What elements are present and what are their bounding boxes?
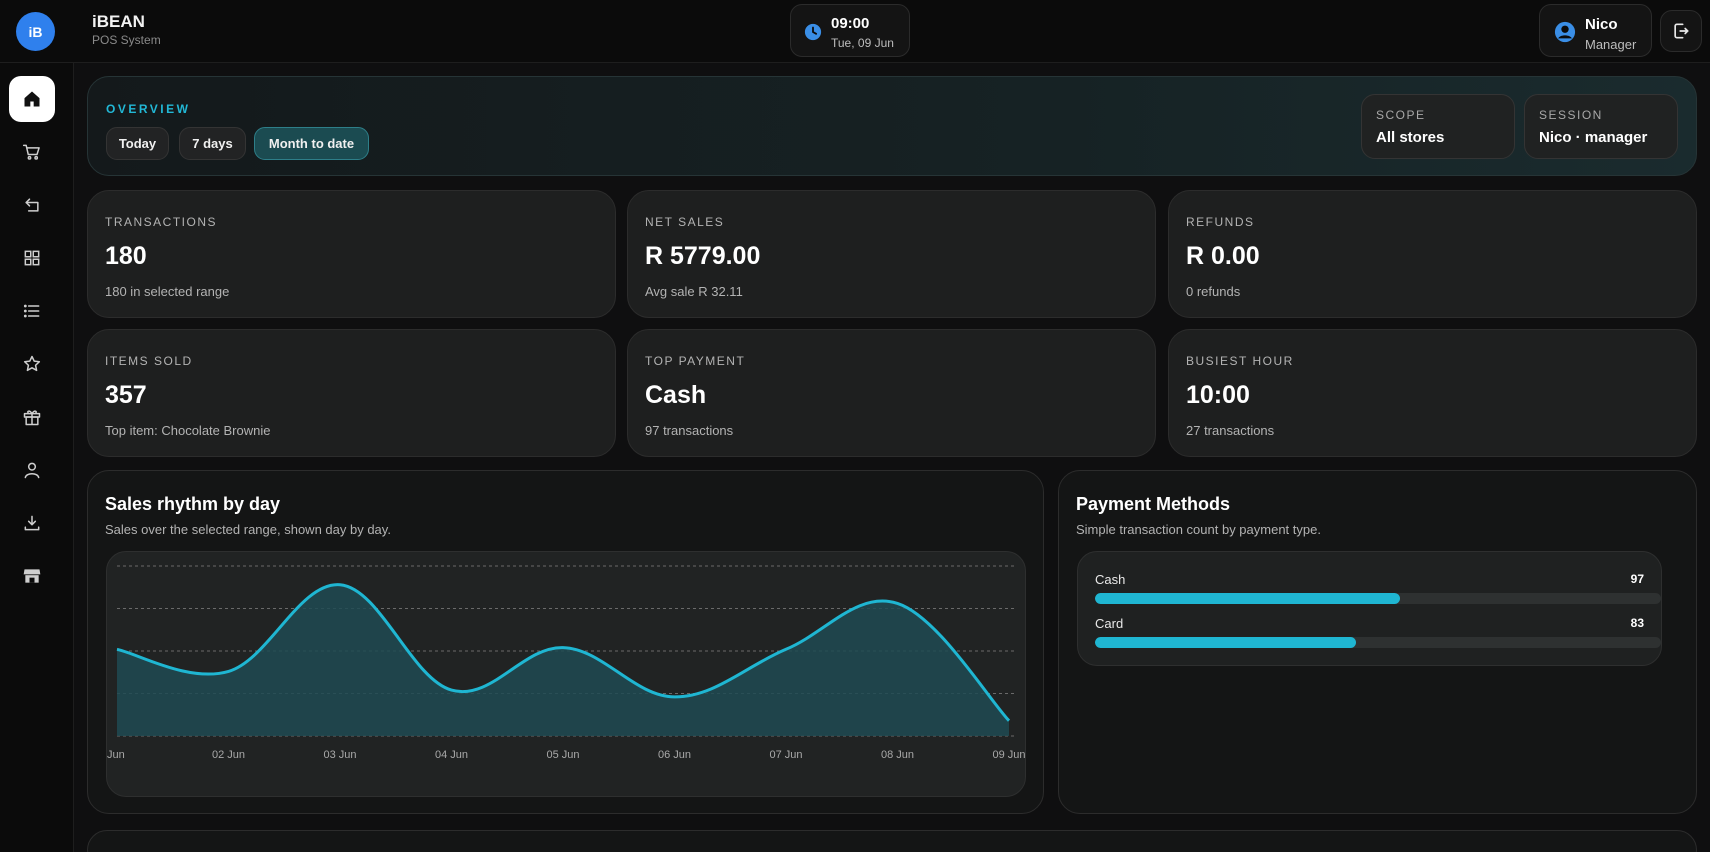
payment-methods-panel: Payment Methods Simple transaction count…: [1058, 470, 1697, 814]
payment-count-cash: 97: [1630, 572, 1644, 586]
kpi-sub: Top item: Chocolate Brownie: [105, 423, 271, 438]
payment-bar-card: [1095, 637, 1356, 648]
user-name: Nico: [1585, 16, 1618, 33]
sidebar-item-store[interactable]: [9, 553, 55, 599]
sidebar-item-favorites[interactable]: [9, 341, 55, 387]
x-tick-label: 06 Jun: [658, 749, 691, 761]
kpi-label: NET SALES: [645, 215, 725, 229]
overview-label: OVERVIEW: [106, 102, 191, 116]
range-7days-button[interactable]: 7 days: [179, 127, 246, 160]
session-label: SESSION: [1539, 108, 1603, 122]
sidebar-item-export[interactable]: [9, 500, 55, 546]
payment-bar-track: [1095, 593, 1661, 604]
clock-widget: 09:00 Tue, 09 Jun: [790, 4, 910, 57]
sales-area: [117, 584, 1009, 736]
sidebar-item-returns[interactable]: [9, 182, 55, 228]
sales-rhythm-panel: Sales rhythm by day Sales over the selec…: [87, 470, 1044, 814]
sidebar: [0, 63, 74, 852]
clock-date: Tue, 09 Jun: [831, 36, 894, 50]
session-value: Nico · manager: [1539, 129, 1648, 146]
user-role: Manager: [1585, 37, 1637, 52]
x-tick-label: 05 Jun: [546, 749, 579, 761]
kpi-card-busiest-hour: BUSIEST HOUR 10:00 27 transactions: [1168, 329, 1697, 457]
session-box: SESSION Nico · manager: [1524, 94, 1678, 159]
clock-time: 09:00: [831, 15, 870, 32]
kpi-label: ITEMS SOLD: [105, 354, 193, 368]
sales-chart: Jun 02 Jun 03 Jun 04 Jun 05 Jun 06 Jun 07 Jun 0…: [106, 551, 1026, 797]
sidebar-item-cart[interactable]: [9, 129, 55, 175]
x-tick-label: 09 Jun: [992, 749, 1025, 761]
section-subtitle: Sales over the selected range, shown day…: [105, 522, 391, 537]
download-icon: [24, 515, 40, 531]
user-avatar-icon: [1554, 21, 1576, 43]
kpi-card-net-sales: NET SALES R 5779.00 Avg sale R 32.11: [627, 190, 1156, 318]
sales-line: [116, 583, 1011, 722]
sidebar-item-home[interactable]: [9, 76, 55, 122]
gift-icon: [23, 410, 41, 426]
kpi-value: 10:00: [1186, 381, 1250, 409]
scope-box: SCOPE All stores: [1361, 94, 1515, 159]
kpi-card-top-payment: TOP PAYMENT Cash 97 transactions: [627, 329, 1156, 457]
kpi-value: 357: [105, 381, 147, 409]
cart-icon: [22, 144, 40, 160]
payment-label-cash: Cash: [1095, 572, 1126, 587]
app-title: iBEAN: [92, 12, 145, 31]
kpi-sub: 27 transactions: [1186, 423, 1275, 438]
overview-panel: OVERVIEW Today 7 days Month to date SCOP…: [87, 76, 1697, 176]
store-icon: [23, 569, 41, 583]
x-tick-label: 04 Jun: [435, 749, 468, 761]
list-icon: [23, 304, 40, 318]
home-icon: [24, 91, 40, 107]
top-bar: iB iBEAN POS System 09:00 Tue, 09 Jun Ni…: [0, 0, 1710, 63]
x-tick-label: 03 Jun: [323, 749, 356, 761]
kpi-value: R 0.00: [1186, 242, 1260, 270]
payment-breakdown: Cash 97 Card 83: [1077, 551, 1662, 666]
kpi-card-transactions: TRANSACTIONS 180 180 in selected range: [87, 190, 616, 318]
sidebar-item-users[interactable]: [9, 447, 55, 493]
payment-label-card: Card: [1095, 616, 1124, 631]
kpi-value: 180: [105, 242, 147, 270]
section-title: Sales rhythm by day: [105, 494, 281, 514]
scope-value: All stores: [1376, 129, 1445, 146]
user-menu[interactable]: Nico Manager: [1539, 4, 1652, 57]
kpi-card-items-sold: ITEMS SOLD 357 Top item: Chocolate Brown…: [87, 329, 616, 457]
app-logo[interactable]: iB: [16, 12, 55, 51]
sidebar-item-gifts[interactable]: [9, 394, 55, 440]
user-icon: [24, 462, 40, 479]
logout-button[interactable]: [1660, 10, 1702, 52]
grid-icon: [24, 250, 40, 266]
sidebar-item-orders[interactable]: [9, 288, 55, 334]
app-subtitle: POS System: [92, 33, 161, 47]
scope-label: SCOPE: [1376, 108, 1426, 122]
return-icon: [25, 198, 39, 212]
kpi-label: TRANSACTIONS: [105, 215, 218, 229]
payment-count-card: 83: [1630, 616, 1644, 630]
sales-chart-svg: Jun 02 Jun 03 Jun 04 Jun 05 Jun 06 Jun 07 Jun 0…: [107, 565, 1025, 761]
x-tick-label: 08 Jun: [881, 749, 914, 761]
range-today-button[interactable]: Today: [106, 127, 169, 160]
kpi-label: REFUNDS: [1186, 215, 1255, 229]
section-title: Payment Methods: [1076, 494, 1231, 514]
section-subtitle: Simple transaction count by payment type…: [1076, 522, 1321, 537]
kpi-label: BUSIEST HOUR: [1186, 354, 1294, 368]
kpi-sub: 0 refunds: [1186, 284, 1241, 299]
x-tick-label: 07 Jun: [769, 749, 802, 761]
clock-icon: [804, 23, 822, 41]
payment-bar-track: [1095, 637, 1661, 648]
x-tick-label: 02 Jun: [212, 749, 245, 761]
kpi-sub: 180 in selected range: [105, 284, 230, 299]
kpi-sub: 97 transactions: [645, 423, 734, 438]
kpi-card-refunds: REFUNDS R 0.00 0 refunds: [1168, 190, 1697, 318]
range-month-to-date-button[interactable]: Month to date: [254, 127, 369, 160]
logout-icon: [1674, 23, 1689, 39]
kpi-sub: Avg sale R 32.11: [645, 284, 743, 299]
kpi-value: Cash: [645, 381, 707, 409]
star-icon: [23, 355, 41, 372]
sidebar-item-products[interactable]: [9, 235, 55, 281]
next-panel: [87, 830, 1697, 852]
kpi-label: TOP PAYMENT: [645, 354, 746, 368]
payment-bar-cash: [1095, 593, 1400, 604]
x-tick-label: Jun: [107, 749, 125, 761]
kpi-value: R 5779.00: [645, 242, 761, 270]
